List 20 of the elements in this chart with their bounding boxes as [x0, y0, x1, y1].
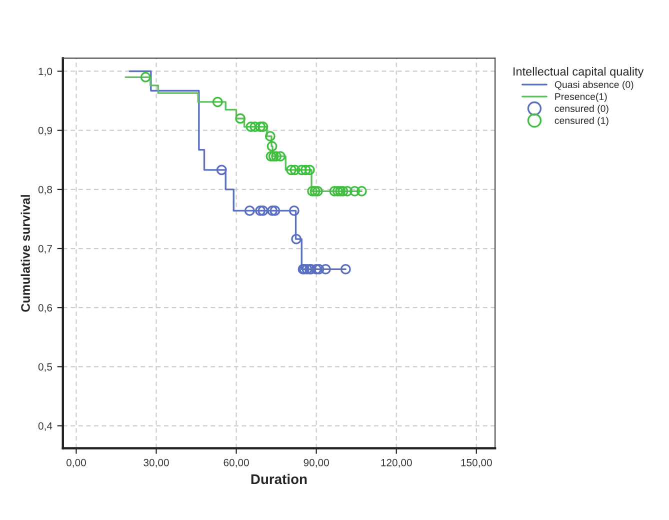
x-tick-label: 0,00 [66, 458, 86, 468]
y-tick-label: 0,8 [38, 186, 52, 195]
y-tick-label: 1,0 [38, 68, 52, 76]
legend-label: censured (1) [554, 116, 608, 126]
y-tick-label: 0,4 [38, 422, 52, 431]
y-tick-label: 0,9 [38, 126, 52, 136]
legend-title: Intellectual capital quality [514, 66, 644, 78]
y-tick-label: 0,5 [38, 363, 52, 372]
x-axis-title: Duration [251, 474, 307, 484]
y-tick-label: 0,6 [38, 304, 52, 313]
y-axis-title: Cumulative survival [20, 195, 30, 312]
legend-label: censured (0) [554, 104, 608, 114]
legend-label: Quasi absence (0) [554, 80, 634, 90]
x-tick-label: 60,00 [224, 458, 249, 468]
x-tick-label: 90,00 [304, 458, 329, 468]
x-tick-label: 150,00 [461, 458, 492, 468]
y-tick-label: 0,7 [38, 245, 52, 254]
legend-label: Presence(1) [555, 92, 607, 102]
x-tick-label: 30,00 [144, 458, 169, 468]
x-tick-label: 120,00 [381, 458, 412, 468]
